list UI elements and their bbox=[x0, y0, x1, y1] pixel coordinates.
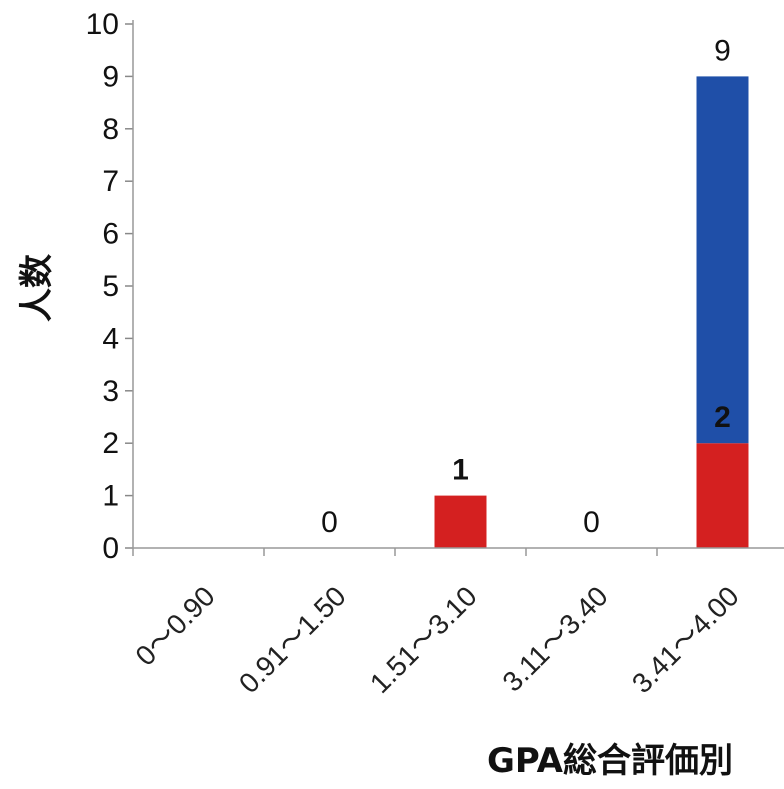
x-category-label: 3.41～4.00 bbox=[626, 580, 745, 699]
data-label: 0 bbox=[321, 506, 338, 539]
data-labels: 0 1 0 2 9 bbox=[321, 34, 731, 539]
y-tick-label: 5 bbox=[102, 270, 119, 303]
bar-segment bbox=[696, 76, 749, 444]
data-label: 2 bbox=[714, 401, 731, 434]
x-axis-title: GPA総合評価別 bbox=[487, 741, 733, 781]
data-label: 0 bbox=[583, 506, 600, 539]
y-tick-label: 2 bbox=[102, 427, 119, 460]
y-tick-label: 6 bbox=[102, 218, 119, 251]
data-label: 1 bbox=[452, 454, 469, 487]
y-tick-label: 0 bbox=[102, 532, 119, 565]
y-tick-label: 7 bbox=[102, 165, 119, 198]
data-label: 9 bbox=[714, 34, 731, 67]
y-tick-label: 1 bbox=[102, 480, 119, 513]
x-category-label: 0.91～1.50 bbox=[233, 580, 352, 699]
x-category-label: 3.11～3.40 bbox=[496, 580, 613, 697]
bars bbox=[434, 76, 749, 548]
y-tick-label: 4 bbox=[102, 322, 119, 355]
y-tick-label: 8 bbox=[102, 113, 119, 146]
y-tick-label: 9 bbox=[102, 60, 119, 93]
bar-segment bbox=[696, 443, 749, 548]
bar-segment bbox=[434, 495, 487, 548]
y-axis-title: 人数 bbox=[17, 254, 57, 322]
x-axis-categories: 0～0.90 0.91～1.50 1.51～3.10 3.11～3.40 3.41～4.… bbox=[129, 580, 744, 699]
axes bbox=[132, 20, 784, 556]
x-category-label: 0～0.90 bbox=[129, 580, 220, 671]
y-tick-label: 3 bbox=[102, 375, 119, 408]
y-tick-label: 10 bbox=[86, 8, 119, 41]
x-category-label: 1.51～3.10 bbox=[364, 580, 483, 699]
y-axis-ticks: 0 1 2 3 4 5 6 7 8 9 10 bbox=[86, 8, 133, 565]
